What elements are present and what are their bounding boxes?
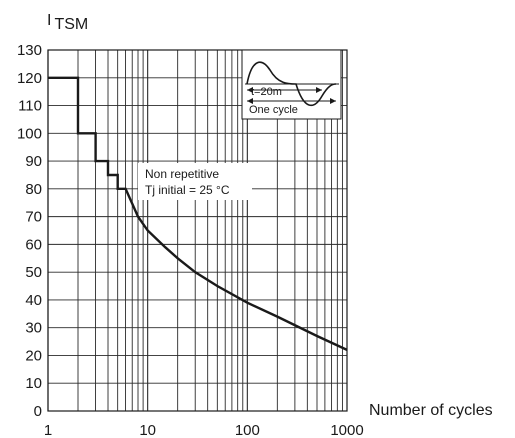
x-tick-label: 100 bbox=[235, 422, 260, 438]
x-tick-label: 1 bbox=[44, 422, 52, 438]
plot-frame bbox=[47, 49, 348, 412]
y-tick-label: 40 bbox=[25, 292, 42, 309]
y-tick-label: 110 bbox=[18, 98, 42, 115]
annotation-box: Non repetitive Tj initial = 25 °C bbox=[138, 163, 252, 200]
y-tick-label: 50 bbox=[25, 264, 42, 281]
cycle-label: One cycle bbox=[249, 104, 298, 116]
series-line bbox=[48, 76, 348, 351]
y-tick-label: 20 bbox=[25, 347, 42, 364]
waveform-inset: t=20m One cycle bbox=[241, 49, 342, 120]
period-label: t=20m bbox=[251, 86, 282, 98]
annotation-line-1: Non repetitive bbox=[145, 167, 219, 181]
y-tick-label: 80 bbox=[25, 181, 42, 198]
y-tick-label: 90 bbox=[25, 153, 42, 170]
x-axis-title: Number of cycles bbox=[369, 402, 493, 419]
y-tick-label: 120 bbox=[17, 70, 42, 87]
y-axis-ticks: 0 10 20 30 40 50 60 70 80 90 100 110 120 130 bbox=[17, 42, 42, 420]
y-tick-label: 130 bbox=[17, 42, 42, 59]
y-tick-label: 10 bbox=[25, 375, 42, 392]
y-tick-label: 100 bbox=[17, 125, 42, 142]
x-axis-ticks: 1 10 100 1000 bbox=[44, 422, 364, 438]
annotation-line-2: Tj initial = 25 °C bbox=[145, 183, 230, 197]
y-tick-label: 0 bbox=[34, 403, 42, 420]
x-tick-label: 10 bbox=[139, 422, 156, 438]
y-axis-title: I TSM bbox=[47, 12, 88, 33]
y-tick-label: 60 bbox=[25, 236, 42, 253]
y-tick-label: 30 bbox=[25, 320, 42, 337]
y-tick-label: 70 bbox=[25, 209, 42, 226]
x-tick-label: 1000 bbox=[330, 422, 363, 438]
